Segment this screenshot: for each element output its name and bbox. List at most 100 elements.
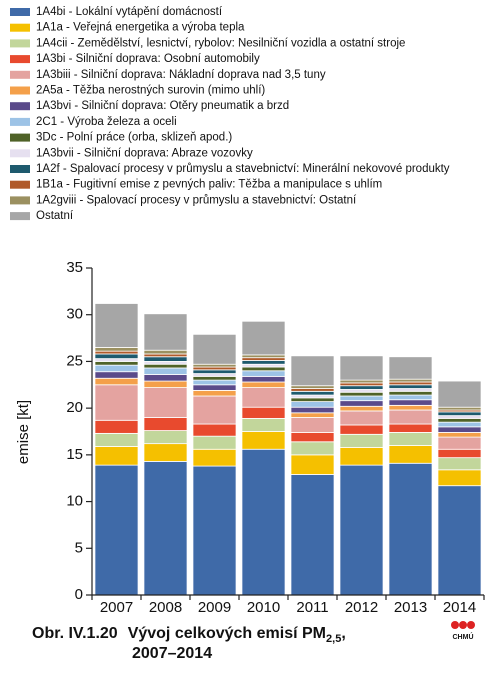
legend-swatch bbox=[10, 180, 30, 189]
bar-segment bbox=[290, 401, 335, 408]
legend-label: 1A4cii - Zemědělství, lesnictví, rybolov… bbox=[36, 37, 405, 49]
bar-segment bbox=[94, 384, 139, 421]
bar-segment bbox=[241, 387, 286, 408]
bar-segment bbox=[241, 381, 286, 388]
caption-line2: 2007–2014 bbox=[132, 645, 212, 662]
bar-segment bbox=[437, 421, 482, 428]
bar-segment bbox=[241, 431, 286, 450]
x-tick-label: 2011 bbox=[296, 599, 328, 616]
legend-label: 1A3bi - Silniční doprava: Osobní automob… bbox=[36, 53, 260, 65]
bar-segment bbox=[437, 469, 482, 487]
bar-segment bbox=[437, 457, 482, 471]
bar-segment bbox=[143, 349, 188, 355]
bar-segment bbox=[290, 474, 335, 596]
x-tick-label: 2012 bbox=[345, 599, 378, 616]
legend-label: 1A2f - Spalovací procesy v průmyslu a st… bbox=[36, 163, 450, 175]
bar-segment bbox=[388, 381, 433, 386]
bar-segment bbox=[94, 350, 139, 355]
x-tick-label: 2009 bbox=[198, 599, 231, 616]
bar-segment bbox=[437, 426, 482, 433]
bar-segment bbox=[388, 409, 433, 425]
caption-subscript: 2,5 bbox=[326, 633, 341, 645]
bar-segment bbox=[388, 423, 433, 433]
bar-segment bbox=[94, 371, 139, 379]
bar-segment bbox=[192, 465, 237, 596]
logo-dot bbox=[467, 621, 475, 629]
bar-segment bbox=[192, 423, 237, 437]
legend-swatch bbox=[10, 165, 30, 173]
bar-segment bbox=[241, 406, 286, 419]
bar-segment bbox=[94, 464, 139, 596]
bar-segment bbox=[192, 389, 237, 397]
bar-segment bbox=[290, 454, 335, 475]
bar-segment bbox=[437, 418, 482, 423]
bar-segment bbox=[339, 433, 384, 448]
bar-segment bbox=[143, 387, 188, 418]
bar-segment bbox=[143, 460, 188, 596]
bar-segment bbox=[143, 374, 188, 382]
bar-segment bbox=[339, 389, 384, 393]
bar-segment bbox=[437, 406, 482, 411]
bar-segment bbox=[290, 385, 335, 389]
legend-swatch bbox=[10, 212, 30, 221]
bar-segment bbox=[192, 373, 237, 377]
bar-segment bbox=[241, 357, 286, 361]
bar-segment bbox=[437, 411, 482, 417]
bar-segment bbox=[192, 384, 237, 391]
bar-segment bbox=[241, 320, 286, 356]
bar-segment bbox=[143, 353, 188, 358]
legend-swatch bbox=[10, 86, 30, 95]
legend-swatch bbox=[10, 55, 30, 64]
bar-segment bbox=[143, 313, 188, 351]
bar-segment bbox=[192, 333, 237, 365]
bar-segment bbox=[143, 417, 188, 431]
x-tick-label: 2014 bbox=[443, 599, 476, 616]
bar-segment bbox=[143, 443, 188, 462]
bar-segment bbox=[143, 363, 188, 369]
bar-segment bbox=[339, 382, 384, 387]
bar-segment bbox=[241, 448, 286, 596]
bar-segment bbox=[143, 430, 188, 445]
bar-segment bbox=[290, 394, 335, 399]
bar-segment bbox=[192, 379, 237, 386]
bar-segment bbox=[192, 448, 237, 467]
legend-label: 1B1a - Fugitivní emise z pevných paliv: … bbox=[36, 179, 382, 191]
bar-segment bbox=[94, 358, 139, 362]
x-tick-label: 2013 bbox=[394, 599, 427, 616]
bar-segment bbox=[290, 412, 335, 418]
legend-label: 3Dc - Polní práce (orba, sklizeň apod.) bbox=[36, 132, 232, 144]
logo: CHMÚ bbox=[451, 621, 475, 641]
bar-segment bbox=[241, 354, 286, 359]
legend-label: Ostatní bbox=[36, 210, 74, 222]
bar-segment bbox=[339, 410, 384, 426]
bar-segment bbox=[388, 356, 433, 380]
legend-label: 1A4bi - Lokální vytápění domácností bbox=[36, 6, 223, 18]
bar-segment bbox=[290, 355, 335, 387]
legend-swatch bbox=[10, 196, 30, 205]
caption-suffix: , bbox=[341, 625, 345, 642]
y-tick-label: 20 bbox=[66, 399, 83, 416]
legend-swatch bbox=[10, 23, 30, 32]
bar-segment bbox=[143, 367, 188, 375]
bar-segment bbox=[339, 391, 384, 397]
x-tick-label: 2007 bbox=[100, 599, 133, 616]
y-tick-label: 5 bbox=[75, 539, 83, 556]
bar-segment bbox=[94, 419, 139, 434]
legend-swatch bbox=[10, 117, 30, 126]
legend-label: 1A1a - Veřejná energetika a výroba tepla bbox=[36, 22, 245, 34]
bar-segment bbox=[339, 355, 384, 381]
legend-swatch bbox=[10, 8, 30, 16]
bar-segment bbox=[94, 361, 139, 366]
legend-swatch bbox=[10, 70, 30, 79]
bar-segment bbox=[192, 369, 237, 374]
bar-segment bbox=[339, 400, 384, 407]
y-tick-label: 25 bbox=[66, 352, 83, 369]
bar-segment bbox=[290, 388, 335, 392]
logo-text: CHMÚ bbox=[453, 632, 474, 641]
bar-segment bbox=[192, 375, 237, 381]
bar-segment bbox=[94, 446, 139, 466]
bar-segment bbox=[388, 390, 433, 396]
legend-swatch bbox=[10, 39, 30, 48]
bar-segment bbox=[388, 445, 433, 464]
x-tick-label: 2008 bbox=[149, 599, 182, 616]
